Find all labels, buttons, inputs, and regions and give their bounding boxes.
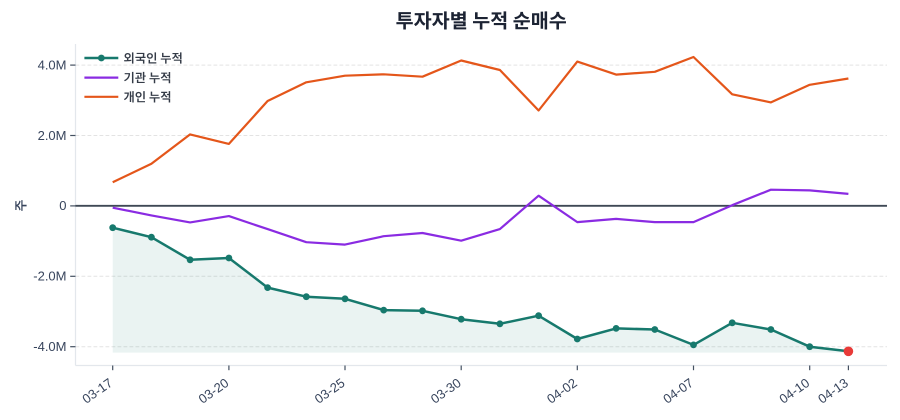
svg-text:-4.0M: -4.0M: [33, 339, 66, 354]
svg-text:4.0M: 4.0M: [38, 57, 67, 72]
svg-text:2.0M: 2.0M: [38, 128, 67, 143]
svg-text:0: 0: [59, 198, 66, 213]
svg-text:-2.0M: -2.0M: [33, 269, 66, 284]
